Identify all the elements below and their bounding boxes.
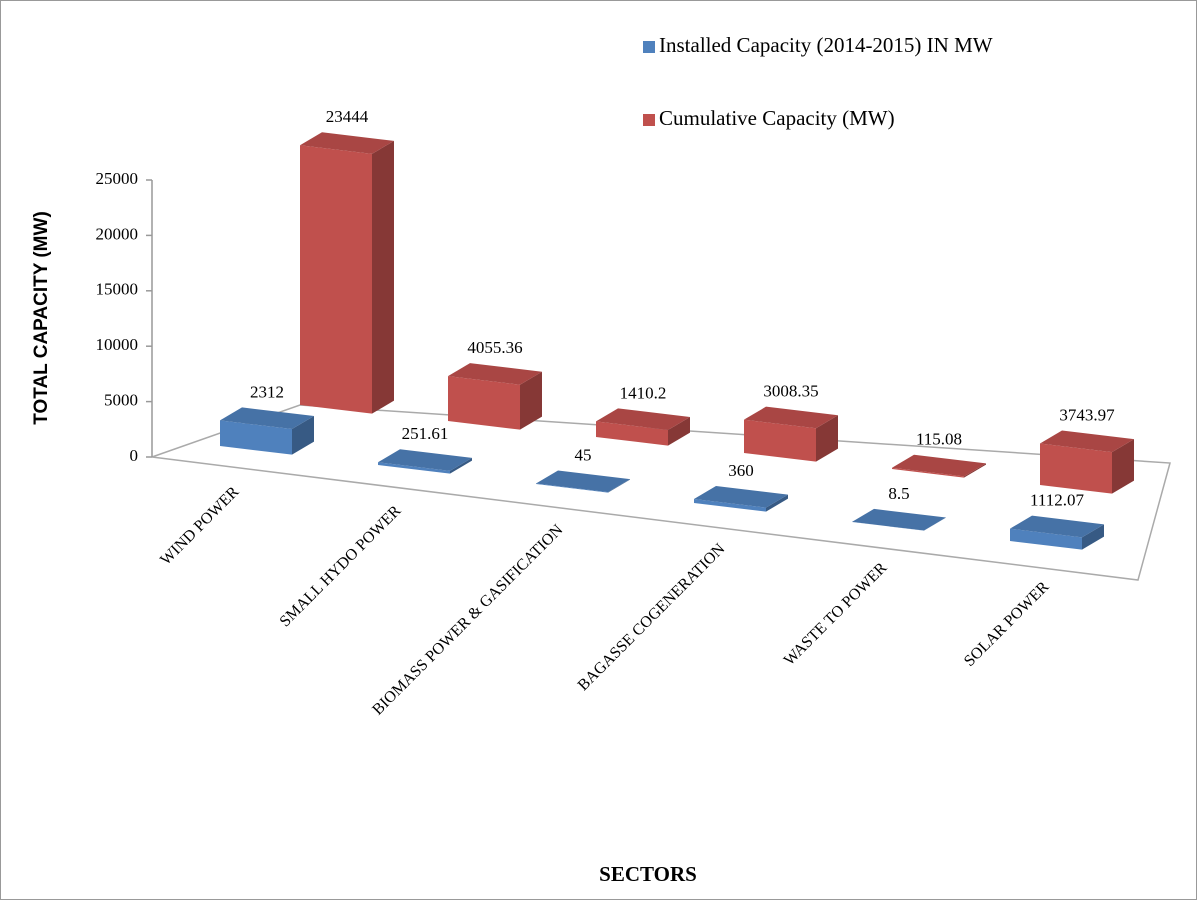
y-tick-label: 15000 [96, 280, 139, 299]
legend-label: Cumulative Capacity (MW) [659, 106, 895, 130]
bar [694, 499, 766, 512]
bar-side [1082, 524, 1104, 550]
bar-top [220, 407, 314, 430]
bar-top [378, 449, 472, 471]
bar [1040, 443, 1112, 494]
bar [744, 419, 816, 462]
bar [892, 467, 964, 478]
bar-top [1010, 515, 1104, 538]
bar-top [448, 363, 542, 385]
bar-side [964, 463, 986, 478]
bar-side [292, 416, 314, 455]
value-label: 251.61 [402, 424, 449, 443]
bar-top [744, 406, 838, 429]
bar-side [372, 140, 394, 414]
bar-side [1112, 439, 1134, 494]
bar-side [816, 415, 838, 462]
value-label: 4055.36 [467, 338, 522, 357]
y-axis-label: TOTAL CAPACITY (MW) [31, 211, 52, 425]
bar-top [892, 454, 986, 477]
value-label: 360 [728, 461, 754, 480]
bar [448, 376, 520, 430]
bar-side [520, 371, 542, 430]
x-axis-label: SECTORS [599, 862, 697, 886]
bar-side [608, 479, 630, 493]
value-label: 45 [575, 445, 592, 464]
bar-top [300, 132, 394, 154]
bar-top [694, 486, 788, 508]
y-tick-label: 25000 [96, 169, 139, 188]
bar [220, 420, 292, 455]
bar [596, 421, 668, 446]
bar-top [596, 408, 690, 431]
bar-side [924, 517, 946, 531]
value-label: 2312 [250, 382, 284, 401]
bar [1010, 528, 1082, 550]
legend-label: Installed Capacity (2014-2015) IN MW [659, 33, 993, 57]
value-label: 115.08 [916, 430, 962, 449]
bar [378, 462, 450, 474]
value-label: 8.5 [888, 484, 909, 503]
bar-top [1040, 430, 1134, 453]
value-label: 23444 [326, 107, 369, 126]
value-label: 3008.35 [763, 382, 818, 401]
bar [300, 145, 372, 414]
bar-top [536, 470, 630, 493]
y-tick-label: 0 [130, 446, 139, 465]
bar-top [852, 508, 946, 531]
bar-side [766, 494, 788, 512]
y-tick-label: 10000 [96, 335, 139, 354]
y-tick-label: 5000 [104, 391, 138, 410]
bar-side [450, 457, 472, 474]
value-label: 3743.97 [1059, 405, 1115, 424]
y-tick-label: 20000 [96, 224, 139, 243]
bar-side [668, 417, 690, 446]
legend-swatch [643, 41, 655, 53]
bar [536, 483, 608, 493]
legend-swatch [643, 114, 655, 126]
value-label: 1410.2 [620, 383, 667, 402]
bar [852, 521, 924, 531]
value-label: 1112.07 [1030, 491, 1084, 510]
